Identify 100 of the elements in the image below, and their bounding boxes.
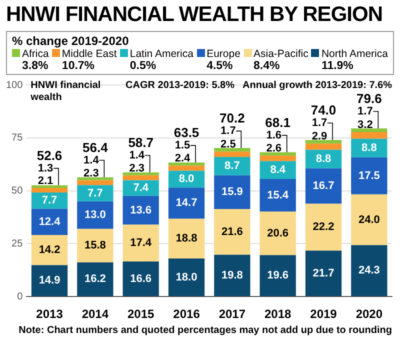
- bar: [305, 168, 342, 204]
- bar: [305, 140, 342, 144]
- data-label: 21.7: [312, 267, 334, 280]
- data-label: 24.3: [358, 264, 380, 277]
- x-tick-label: 2014: [82, 307, 109, 322]
- data-label: 8.4: [270, 164, 286, 176]
- total-label: 56.4: [82, 140, 109, 155]
- x-tick-label: 2018: [264, 307, 292, 322]
- bar: [260, 161, 296, 179]
- x-tick-label: 2019: [310, 307, 338, 322]
- data-label: 16.7: [312, 180, 334, 192]
- data-label: 8.7: [224, 160, 240, 172]
- data-label: 1.7: [220, 125, 236, 138]
- data-label: 16.6: [130, 272, 152, 285]
- total-label: 63.5: [174, 125, 200, 140]
- bar: [168, 218, 205, 259]
- data-label: 24.0: [358, 214, 380, 226]
- data-label: 1.6: [266, 129, 282, 142]
- bar: [214, 148, 250, 152]
- data-label: 15.8: [84, 240, 106, 252]
- bar: [122, 175, 159, 180]
- y-tick-label: 50: [12, 186, 24, 197]
- text: 10.7%: [60, 60, 96, 72]
- bar: [168, 162, 205, 166]
- data-label: 18.0: [176, 271, 198, 284]
- bar: [305, 250, 342, 296]
- total-label: 58.7: [128, 134, 154, 150]
- y-tick-label: 0: [17, 291, 24, 302]
- y-tick-label: 75: [12, 132, 24, 144]
- data-label: 1.4: [129, 149, 146, 162]
- bar: [214, 152, 250, 157]
- bar: [168, 166, 205, 171]
- text: 0.5%: [128, 60, 158, 72]
- data-label: 12.4: [38, 216, 62, 228]
- bar: [351, 245, 388, 296]
- bar: [351, 132, 388, 139]
- data-label: 19.6: [267, 270, 289, 282]
- data-label: 19.8: [221, 269, 243, 282]
- total-label: 79.6: [356, 90, 382, 106]
- bar: [305, 204, 342, 251]
- data-label: 1.7: [312, 117, 328, 130]
- data-label: 18.8: [176, 232, 198, 245]
- data-label: 22.2: [312, 221, 334, 234]
- bar: [260, 178, 296, 212]
- bar: [214, 254, 250, 296]
- bar: [31, 192, 68, 209]
- x-tick-label: 2020: [356, 307, 383, 322]
- data-label: 14.9: [38, 274, 60, 287]
- bar: [31, 188, 68, 192]
- total-label: 68.1: [265, 114, 290, 130]
- total-label: 52.6: [36, 148, 62, 163]
- data-label: 1.7: [358, 105, 373, 118]
- bar: [77, 201, 114, 229]
- y-tick-label: 100: [6, 80, 24, 91]
- y-tick-label: 25: [12, 238, 24, 250]
- data-label: 2.4: [174, 152, 192, 165]
- data-label: 1.3: [38, 162, 54, 174]
- data-label: 13.6: [130, 204, 152, 216]
- data-label: 14.2: [38, 244, 60, 256]
- data-label: 15.9: [221, 186, 243, 198]
- bar: [31, 235, 68, 266]
- data-label: 15.4: [267, 189, 290, 202]
- bar: [214, 209, 250, 255]
- bar: [260, 156, 296, 162]
- annotation: Annual growth 2013-2019: 7.6%: [242, 80, 392, 91]
- data-label: 2.9: [312, 130, 328, 143]
- data-label: 7.7: [42, 194, 58, 207]
- bar: [305, 144, 342, 150]
- data-label: 17.5: [358, 170, 380, 182]
- data-label: 1.4: [84, 154, 100, 166]
- bar: [351, 138, 388, 158]
- data-label: 8.0: [178, 173, 194, 186]
- text: 8.4%: [252, 60, 281, 72]
- data-label: 8.8: [316, 153, 332, 166]
- text: 4.5%: [206, 60, 234, 72]
- data-label: 17.4: [130, 237, 152, 250]
- data-label: 2.6: [266, 142, 282, 155]
- bar: [31, 265, 68, 296]
- bar: [122, 180, 159, 196]
- total-label: 70.2: [220, 110, 245, 126]
- bar: [77, 180, 114, 186]
- bar: [260, 255, 296, 296]
- bar: [260, 212, 296, 256]
- data-label: 14.7: [176, 197, 198, 210]
- bar: [214, 175, 250, 209]
- legend-title: % change 2019-2020: [12, 34, 130, 48]
- data-label: 20.6: [267, 227, 289, 240]
- total-label: 74.0: [310, 102, 336, 118]
- bar: [77, 228, 114, 262]
- data-label: 3.2: [358, 119, 373, 132]
- x-tick-label: 2017: [218, 307, 246, 322]
- bar: [214, 156, 250, 176]
- bar: [305, 150, 342, 168]
- bar: [122, 261, 159, 296]
- text: 3.8%: [21, 60, 49, 72]
- data-label: 2.5: [220, 138, 236, 151]
- chart-title: HNWI FINANCIAL WEALTH BY REGION: [5, 2, 384, 28]
- data-label: 2.3: [84, 167, 99, 180]
- data-label: 16.2: [84, 273, 106, 286]
- data-label: 2.1: [38, 175, 54, 188]
